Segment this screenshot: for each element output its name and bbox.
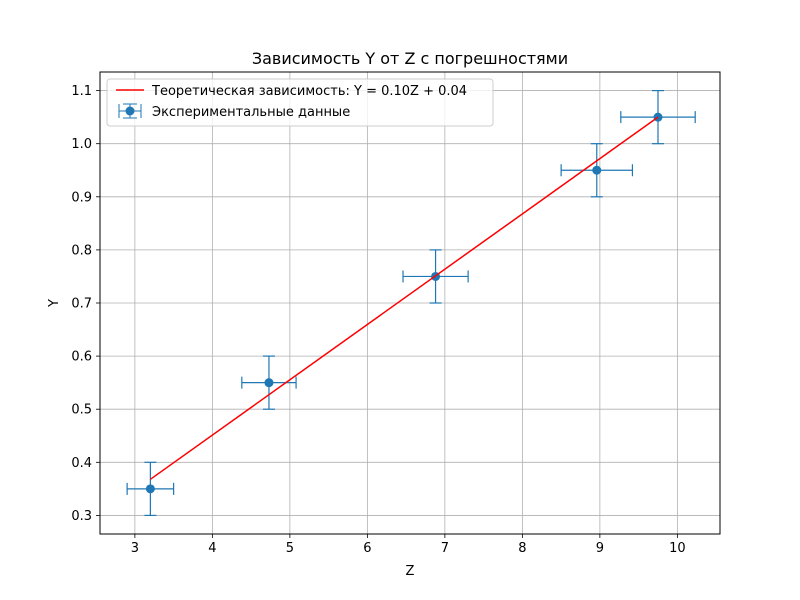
y-tick-label: 0.9 xyxy=(71,190,92,205)
x-tick-label: 5 xyxy=(286,541,294,556)
y-tick-label: 0.3 xyxy=(71,509,92,524)
data-point-marker xyxy=(145,484,155,494)
data-point-marker xyxy=(264,378,274,388)
y-axis-label: Y xyxy=(47,299,62,308)
y-tick-label: 0.4 xyxy=(71,456,92,471)
x-tick-label: 6 xyxy=(363,541,371,556)
y-tick-label: 0.8 xyxy=(71,243,92,258)
x-tick-label: 7 xyxy=(441,541,449,556)
data-point-marker xyxy=(592,165,602,175)
data-point-errorbar xyxy=(560,143,634,198)
x-tick-label: 3 xyxy=(131,541,139,556)
legend-errorbar-swatch xyxy=(118,103,142,119)
legend: Теоретическая зависимость: Y = 0.10Z + 0… xyxy=(106,78,494,127)
x-tick-label: 9 xyxy=(596,541,604,556)
grid xyxy=(100,72,720,534)
theoretical-line xyxy=(149,116,659,480)
legend-label-theory: Теоретическая зависимость: Y = 0.10Z + 0… xyxy=(151,84,467,99)
x-tick-label: 10 xyxy=(669,541,686,556)
x-tick-label: 4 xyxy=(208,541,216,556)
y-tick-label: 0.6 xyxy=(71,350,92,365)
x-tick-label: 8 xyxy=(518,541,526,556)
legend-label-experiment: Экспериментальные данные xyxy=(152,105,350,120)
data-point-errorbar xyxy=(126,461,175,517)
ticks: 3 4 5 6 7 8 9 10 0.3 0.4 0.5 0.6 0.7 0.8 0.9 1.0 1.1 xyxy=(71,84,685,556)
chart-title: Зависимость Y от Z с погрешностями xyxy=(252,49,568,68)
y-tick-label: 1.0 xyxy=(71,137,92,152)
x-axis-label: Z xyxy=(406,564,415,579)
y-tick-label: 1.1 xyxy=(71,84,92,99)
y-tick-label: 0.5 xyxy=(71,403,92,418)
plot-data xyxy=(126,89,696,517)
legend-box xyxy=(106,78,494,127)
y-tick-label: 0.7 xyxy=(71,297,92,312)
